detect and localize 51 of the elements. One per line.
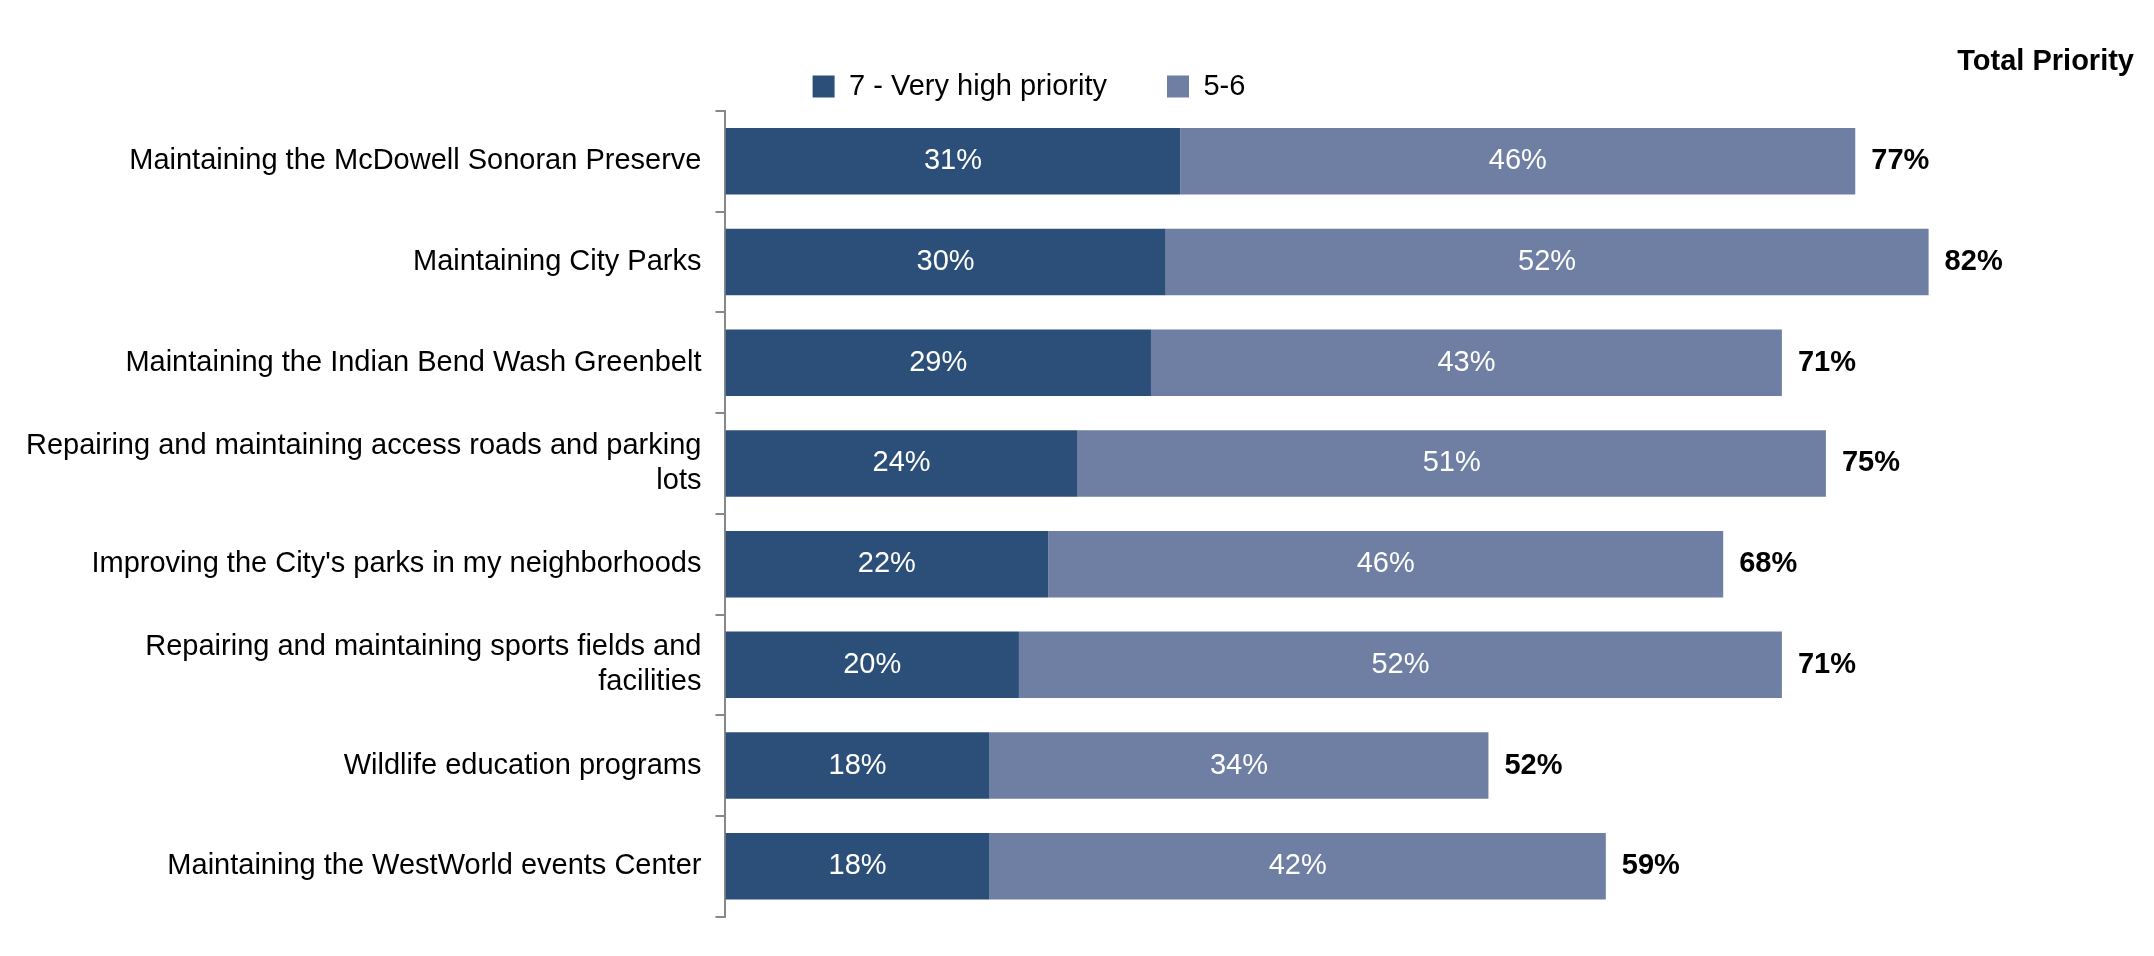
data-label: 22%: [857, 546, 916, 579]
data-label: 30%: [916, 244, 975, 277]
data-label: 24%: [872, 445, 931, 478]
data-label: 18%: [828, 747, 887, 780]
y-tick-label: Maintaining the WestWorld events Center: [167, 848, 702, 881]
data-label: 46%: [1488, 143, 1547, 176]
bar: [1018, 631, 1782, 699]
bar: [725, 329, 1151, 396]
y-tick-label: Repairing and maintaining access roads and parking lots: [26, 428, 702, 495]
y-tick-label: Repairing and maintaining sports fields and facilities: [145, 629, 702, 697]
bar: [725, 833, 990, 900]
bar: [725, 530, 1049, 598]
data-label: 31%: [923, 143, 982, 176]
total-label: 77%: [1871, 143, 1930, 176]
data-label: 42%: [1268, 848, 1327, 881]
bar: [725, 128, 1181, 195]
bar: [725, 631, 1019, 699]
bar: [989, 833, 1606, 900]
total-label: 52%: [1504, 747, 1563, 780]
data-label: 51%: [1422, 445, 1481, 478]
y-tick-label: Maintaining the McDowell Sonoran Preserve: [129, 143, 702, 176]
total-label: 75%: [1841, 445, 1901, 478]
bar: [1180, 128, 1856, 195]
data-label: 43%: [1437, 344, 1496, 377]
bar: [725, 732, 990, 799]
data-label: 46%: [1356, 546, 1415, 579]
bar: [989, 732, 1489, 799]
bar: [725, 228, 1166, 296]
y-tick-label: Wildlife education programs: [343, 747, 702, 780]
data-label: 34%: [1209, 747, 1269, 780]
bar: [1150, 329, 1782, 396]
data-label: 52%: [1371, 646, 1430, 679]
data-label: 18%: [828, 848, 887, 881]
total-label: 59%: [1621, 848, 1681, 881]
total-label: 82%: [1944, 244, 2003, 277]
bar: [1077, 430, 1826, 497]
y-tick-label: Improving the City's parks in my neighborhoods: [91, 546, 702, 579]
data-label: 29%: [909, 344, 968, 377]
data-label: 20%: [843, 646, 902, 679]
text: Total Priority: [1957, 43, 2134, 76]
bar: [1165, 228, 1929, 296]
total-label: 71%: [1797, 344, 1857, 377]
y-tick-label: Maintaining City Parks: [412, 244, 702, 277]
total-label: 68%: [1739, 546, 1798, 579]
y-tick-label: Maintaining the Indian Bend Wash Greenbelt: [125, 344, 702, 377]
legend-label: 5-6: [1203, 68, 1246, 101]
data-label: 52%: [1518, 244, 1577, 277]
legend-label: 7 - Very high priority: [849, 68, 1108, 101]
bar: [1048, 530, 1724, 598]
bar: [725, 430, 1078, 497]
total-label: 71%: [1797, 646, 1857, 679]
